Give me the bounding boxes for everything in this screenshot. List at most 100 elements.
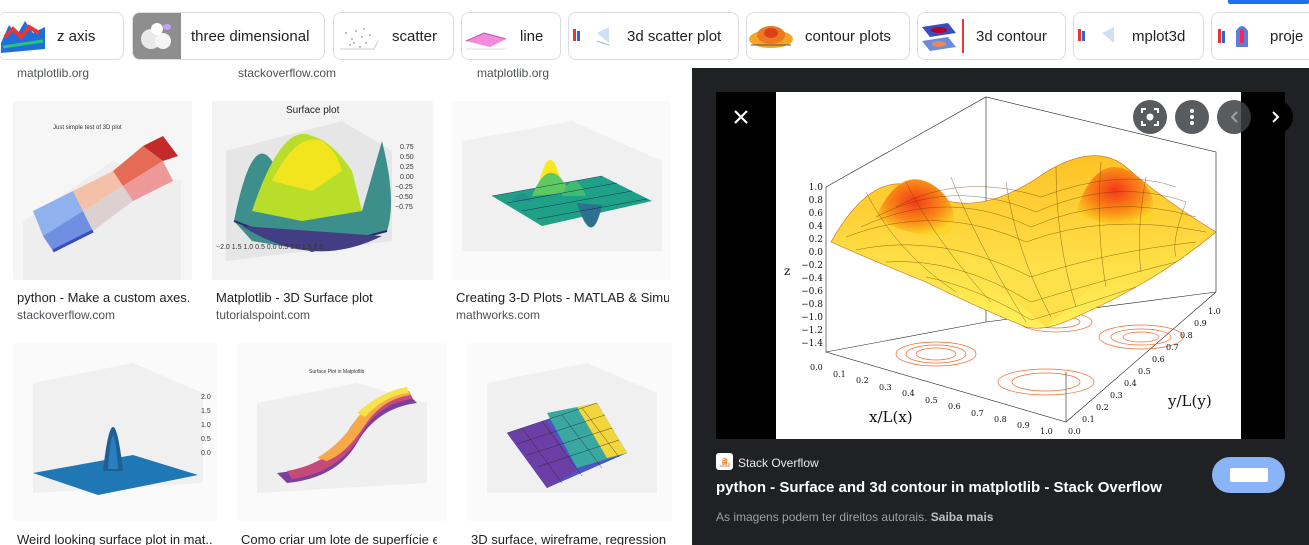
copyright-text: As imagens podem ter direitos autorais. — [716, 510, 928, 524]
next-image-button[interactable] — [1259, 100, 1293, 134]
svg-text:0.00: 0.00 — [400, 174, 414, 181]
result-thumbnail[interactable]: Surface plot 0.75 0.50 0.25 0.00 −0.25 −0.50 −… — [212, 101, 433, 280]
chip-scatter[interactable]: scatter — [333, 12, 454, 60]
z-tick: 0.6 — [809, 209, 824, 219]
more-vert-icon — [1190, 109, 1194, 125]
y-tick: 0.3 — [1110, 391, 1123, 400]
result-thumbnail[interactable] — [467, 343, 672, 521]
svg-text:1.5: 1.5 — [201, 408, 211, 415]
stackoverflow-favicon-icon — [716, 453, 733, 470]
chip-label: 3d scatter plot — [627, 27, 722, 45]
chip-line[interactable]: line — [461, 12, 561, 60]
visit-button-label-redacted — [1230, 468, 1268, 482]
result-source[interactable]: matplotlib.org — [477, 66, 550, 80]
z-tick: −1.2 — [801, 326, 823, 336]
y-tick: 0.0 — [1068, 427, 1081, 436]
result-source[interactable]: mathworks.com — [456, 308, 541, 322]
visual-search-button[interactable] — [1133, 100, 1167, 134]
z-tick: −0.4 — [801, 274, 823, 284]
result-source[interactable]: stackoverflow.com — [238, 66, 337, 80]
contour-3d-thumbnail-icon — [918, 13, 966, 59]
chip-label: three dimensional — [191, 27, 310, 45]
chip-3d-contour[interactable]: 3d contour — [917, 12, 1066, 60]
thumbnail-caption: Surface Plot in Matplotlib — [309, 369, 365, 375]
visit-button[interactable] — [1212, 457, 1285, 493]
chip-three-dimensional[interactable]: three dimensional — [132, 12, 325, 60]
account-button-edge[interactable] — [1228, 0, 1309, 4]
chip-mplot3d[interactable]: mplot3d — [1073, 12, 1204, 60]
chip-projection[interactable]: proje — [1211, 12, 1309, 60]
z-tick: −0.8 — [801, 300, 823, 310]
chevron-left-icon — [1230, 111, 1238, 123]
chip-label: proje — [1270, 27, 1304, 45]
result-source[interactable]: tutorialspoint.com — [216, 308, 311, 322]
result-source[interactable]: matplotlib.org — [17, 66, 90, 80]
z-tick: −1.4 — [801, 339, 823, 349]
result-thumbnail[interactable]: 2.0 1.5 1.0 0.5 0.0 — [13, 343, 217, 521]
svg-text:1.0: 1.0 — [201, 422, 211, 429]
preview-letterbox-left — [716, 92, 776, 439]
x-tick: 0.8 — [994, 415, 1007, 424]
svg-text:0.75: 0.75 — [400, 144, 414, 151]
contour-thumbnail-icon — [747, 13, 795, 59]
3d-render-thumbnail-icon — [133, 13, 181, 59]
chip-label: contour plots — [805, 27, 891, 45]
svg-text:−2.0 1.5 1.0 0.5 0.0 0.5 1.0 1: −2.0 1.5 1.0 0.5 0.0 0.5 1.0 1.5 2.0 — [216, 244, 323, 251]
chip-label: 3d contour — [976, 27, 1047, 45]
close-icon — [734, 110, 748, 124]
y-tick: 0.7 — [1166, 343, 1179, 352]
y-tick: 0.4 — [1124, 379, 1137, 388]
chip-label: z axis — [57, 27, 96, 45]
x-tick: 0.1 — [833, 370, 846, 379]
chip-contour-plots[interactable]: contour plots — [746, 12, 910, 60]
z-tick: 0.0 — [809, 248, 824, 258]
x-tick: 0.7 — [971, 409, 984, 418]
more-options-button[interactable] — [1175, 100, 1209, 134]
x-tick: 0.5 — [925, 396, 938, 405]
result-title[interactable]: 3D surface, wireframe, regression ... — [471, 532, 669, 545]
close-button[interactable] — [724, 100, 758, 134]
x-axis-label: x/L(x) — [869, 408, 913, 426]
image-preview-panel: 1.0 0.8 0.6 0.4 0.2 0.0 −0.2 −0.4 −0.6 −… — [692, 68, 1309, 545]
svg-text:0.25: 0.25 — [400, 164, 414, 171]
z-tick: −0.2 — [801, 261, 823, 271]
preview-source[interactable]: Stack Overflow — [738, 456, 819, 470]
svg-text:0.50: 0.50 — [400, 154, 414, 161]
result-title[interactable]: Matplotlib - 3D Surface plot — [216, 290, 373, 305]
preview-letterbox-right — [1241, 92, 1285, 439]
x-tick: 1.0 — [1040, 427, 1053, 436]
result-title[interactable]: python - Make a custom axes... — [17, 290, 189, 305]
z-tick: −0.6 — [801, 287, 823, 297]
z-tick: 0.8 — [809, 196, 824, 206]
svg-text:−0.50: −0.50 — [395, 194, 413, 201]
y-axis-label: y/L(y) — [1167, 392, 1212, 410]
x-tick: 0.2 — [856, 376, 869, 385]
svg-text:2.0: 2.0 — [201, 394, 211, 401]
learn-more-link[interactable]: Saiba mais — [930, 510, 994, 524]
chip-z-axis[interactable]: z axis — [0, 12, 124, 60]
mplot3d-thumbnail-icon — [1074, 13, 1122, 59]
y-tick: 0.1 — [1082, 415, 1095, 424]
svg-text:−0.75: −0.75 — [395, 204, 413, 211]
z-tick: 1.0 — [809, 183, 824, 193]
result-title[interactable]: Como criar um lote de superfície e... — [241, 532, 437, 545]
x-tick: 0.6 — [948, 402, 961, 411]
chevron-right-icon — [1272, 111, 1280, 123]
result-title[interactable]: Creating 3-D Plots - MATLAB & Simul... — [456, 290, 669, 305]
result-thumbnail[interactable] — [452, 101, 671, 280]
svg-text:0.5: 0.5 — [201, 436, 211, 443]
preview-image[interactable]: 1.0 0.8 0.6 0.4 0.2 0.0 −0.2 −0.4 −0.6 −… — [776, 92, 1241, 439]
thumbnail-caption: Surface plot — [286, 105, 340, 116]
result-thumbnail[interactable]: Just simple test of 3D plot — [13, 101, 192, 280]
result-title[interactable]: Weird looking surface plot in mat... — [17, 532, 213, 545]
y-tick: 0.9 — [1194, 319, 1207, 328]
result-source[interactable]: stackoverflow.com — [17, 308, 116, 322]
z-tick: 0.4 — [809, 222, 824, 232]
preview-title[interactable]: python - Surface and 3d contour in matpl… — [716, 479, 1162, 496]
line-plot-thumbnail-icon — [462, 13, 510, 59]
result-thumbnail[interactable]: Surface Plot in Matplotlib — [237, 343, 447, 521]
copyright-notice: As imagens podem ter direitos autorais. … — [716, 510, 993, 524]
previous-image-button[interactable] — [1217, 100, 1251, 134]
chip-3d-scatter-plot[interactable]: 3d scatter plot — [568, 12, 739, 60]
z-tick: 0.2 — [809, 235, 823, 245]
